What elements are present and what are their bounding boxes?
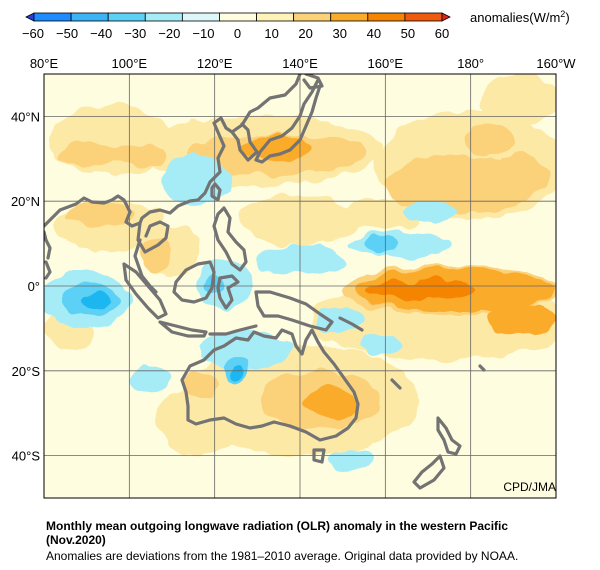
longitude-label: 160°E <box>368 56 404 71</box>
korea-coastline <box>230 122 259 162</box>
latitude-labels: 40°N 20°N 0° 20°S 40°S <box>11 109 40 463</box>
longitude-label: 140°E <box>282 56 318 71</box>
colorbar-tick-labels: −60 −50 −40 −30 −20 −10 0 10 20 30 40 50 60 <box>22 26 449 41</box>
colorbar-tick-label: −50 <box>56 26 78 41</box>
colorbar-cell <box>219 12 257 22</box>
hokkaido-coastline <box>302 74 324 90</box>
colorbar-tick-label: −10 <box>192 26 214 41</box>
colorbar-legend: −60 −50 −40 −30 −20 −10 0 10 20 30 40 50 60 anomalie… <box>22 9 570 41</box>
tasmania-coastline <box>312 448 326 464</box>
longitude-label: 80°E <box>30 56 59 71</box>
colorbar-cell <box>181 12 220 22</box>
solomon-islands-coastline <box>338 316 364 332</box>
fiji-coastline <box>478 364 486 372</box>
strong-negative-anomaly-areas <box>86 293 242 382</box>
olr-anomaly-map: 80°E 100°E 120°E 140°E 160°E 180° 160°W 40°N 20… <box>11 56 576 499</box>
colorbar-cell <box>25 12 35 22</box>
java-coastline <box>158 320 208 338</box>
latitude-label: 40°S <box>12 449 41 464</box>
colorbar-tick-label: 40 <box>367 26 381 41</box>
colorbar-tick-label: 30 <box>333 26 347 41</box>
source-label: CPD/JMA <box>503 480 556 494</box>
latitude-label: 0° <box>28 279 40 294</box>
longitude-label: 160°W <box>536 56 576 71</box>
map-frame <box>43 73 557 499</box>
new-guinea-coastline <box>254 290 334 332</box>
latitude-label: 20°N <box>11 194 40 209</box>
colorbar-cell <box>293 12 332 22</box>
malay-peninsula-coastline <box>133 238 158 294</box>
coastlines <box>44 74 486 490</box>
longitude-label: 100°E <box>112 56 148 71</box>
caption-note: Anomalies are deviations from the 1981–2… <box>46 549 519 563</box>
latitude-label: 40°N <box>11 109 40 124</box>
longitude-labels: 80°E 100°E 120°E 140°E 160°E 180° 160°W <box>30 56 576 71</box>
colorbar-cell <box>144 12 183 22</box>
borneo-coastline <box>172 260 216 304</box>
longitude-label: 180° <box>457 56 484 71</box>
colorbar-cell <box>367 12 406 22</box>
colorbar-cell <box>330 12 369 22</box>
colorbar-tick-label: 50 <box>401 26 415 41</box>
sulawesi-coastline <box>216 274 240 310</box>
new-caledonia-coastline <box>390 378 402 390</box>
sumatra-coastline <box>122 262 168 320</box>
colorbar-tick-label: 60 <box>435 26 449 41</box>
colorbar-cell <box>107 12 146 22</box>
colorbar-tick-label: 0 <box>234 26 241 41</box>
longitude-label: 120°E <box>197 56 233 71</box>
colorbar-tick-label: −20 <box>158 26 180 41</box>
colorbar-tick-label: 20 <box>298 26 312 41</box>
philippines-coastline <box>212 206 248 272</box>
colorbar-tick-label: 10 <box>264 26 278 41</box>
very-strong-positive-anomaly-areas <box>365 281 475 299</box>
india-coastline <box>44 230 52 260</box>
colorbar-tick-label: −60 <box>22 26 44 41</box>
colorbar-cells <box>25 12 451 22</box>
new-zealand-south-coastline <box>412 454 446 490</box>
caption-title: Monthly mean outgoing longwave radiation… <box>46 519 509 547</box>
colorbar-cell <box>441 12 451 22</box>
japan-coastline <box>254 78 322 164</box>
colorbar-cell <box>33 12 72 22</box>
colorbar-cell <box>404 12 443 22</box>
lesser-sunda-coastline <box>208 324 258 336</box>
colorbar-tick-label: −30 <box>124 26 146 41</box>
new-zealand-north-coastline <box>436 416 462 456</box>
latitude-label: 20°S <box>12 364 41 379</box>
colorbar-unit-label: anomalies(W/m2) <box>470 9 570 25</box>
taiwan-coastline <box>210 182 222 202</box>
colorbar-cell <box>70 12 109 22</box>
australia-coastline <box>180 328 360 442</box>
asia-coastline <box>44 74 302 228</box>
sri-lanka-coastline <box>44 260 52 280</box>
colorbar-cell <box>256 12 295 22</box>
colorbar-tick-label: −40 <box>90 26 112 41</box>
